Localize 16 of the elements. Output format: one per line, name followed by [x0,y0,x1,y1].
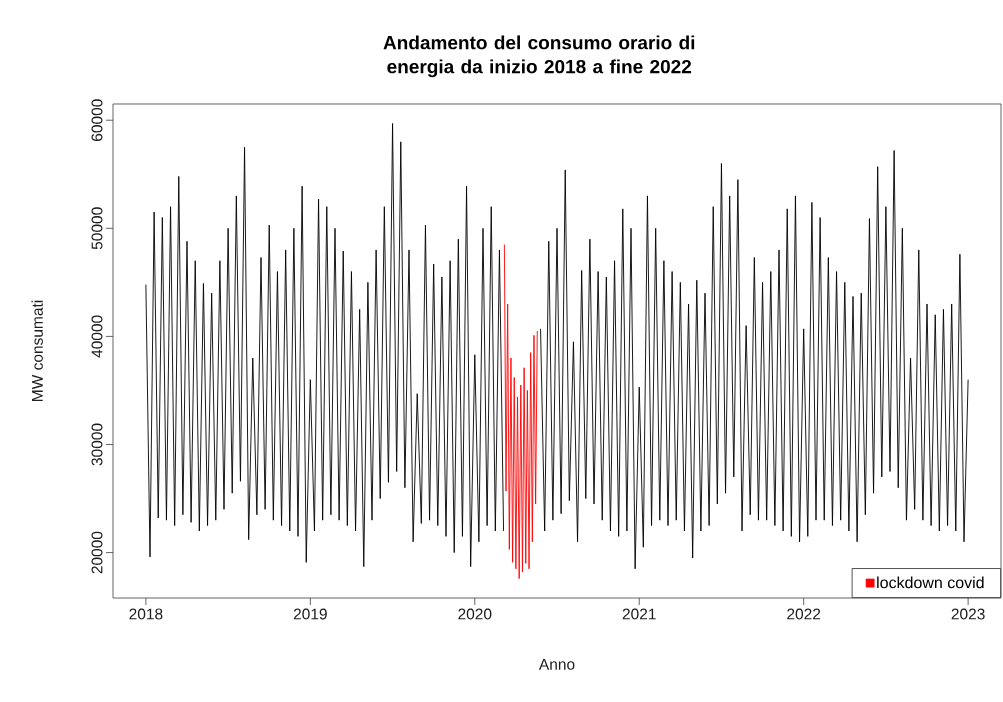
x-tick-label: 2022 [787,608,821,620]
x-axis-title: Anno [538,658,575,670]
chart-title: Andamento del consumo orario di energia da inizio 2018 a fine 2022 [383,35,695,78]
y-tick-label: 30000 [91,423,103,466]
x-tick-label: 2023 [951,608,985,620]
y-tick-label: 20000 [91,531,103,574]
y-tick-label: 50000 [91,207,103,250]
legend-label: lockdown covid [877,576,984,589]
y-axis-title: MW consumati [31,300,43,401]
y-tick-label: 60000 [91,99,103,141]
x-tick-label: 2021 [622,608,656,620]
y-tick-label: 40000 [91,315,103,358]
line-series [503,244,538,579]
x-tick-label: 2019 [293,608,327,620]
x-tick-label: 2018 [129,608,163,620]
x-tick-label: 2020 [458,608,492,620]
